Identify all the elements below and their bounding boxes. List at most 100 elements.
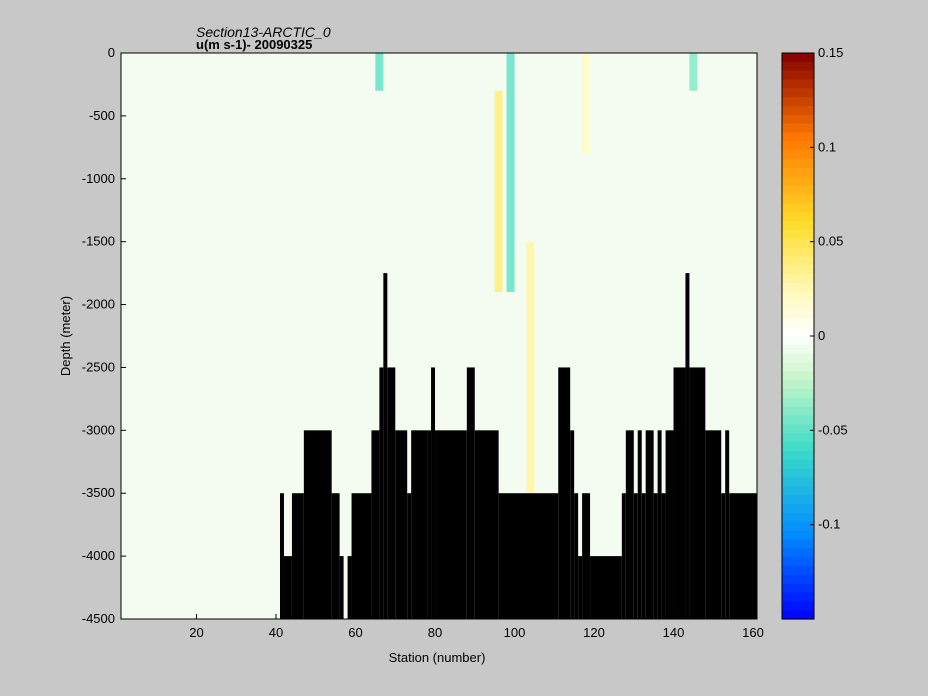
seafloor-block — [633, 493, 638, 619]
seafloor-block — [582, 493, 591, 619]
seafloor-block — [395, 430, 408, 619]
velocity-feature — [582, 53, 591, 154]
x-tick-label: 100 — [504, 625, 526, 640]
colorbar-band — [782, 79, 814, 89]
seafloor-block — [705, 430, 722, 619]
colorbar-band — [782, 539, 814, 549]
x-tick-label: 60 — [348, 625, 362, 640]
y-tick-label: -1000 — [82, 171, 115, 186]
colorbar-band — [782, 548, 814, 558]
seafloor-block — [435, 430, 467, 619]
velocity-feature — [375, 53, 384, 91]
colorbar-band — [782, 274, 814, 284]
colorbar-band — [782, 159, 814, 169]
colorbar-band — [782, 477, 814, 487]
seafloor-block — [411, 430, 428, 619]
colorbar-band — [782, 610, 814, 620]
colorbar-band — [782, 256, 814, 266]
colorbar-band — [782, 132, 814, 143]
colorbar-band — [782, 353, 814, 364]
y-axis-ticks: 0 -500 -1000 -1500 -2000 -2500 -3000 -3500 -4000… — [82, 45, 126, 626]
x-tick-label: 120 — [583, 625, 605, 640]
seafloor-block — [657, 430, 662, 619]
colorbar-band — [782, 176, 814, 187]
colorbar-band — [782, 468, 814, 479]
y-tick-label: -2000 — [82, 297, 115, 312]
seafloor-block — [291, 493, 304, 619]
seafloor-block — [725, 430, 730, 619]
colorbar-tick-label: 0.05 — [818, 234, 843, 249]
seafloor-block — [625, 430, 634, 619]
seafloor-block — [371, 430, 380, 619]
colorbar-band — [782, 362, 814, 372]
seafloor-block — [351, 493, 372, 619]
colorbar-band — [782, 433, 814, 443]
y-tick-label: -3500 — [82, 485, 115, 500]
colorbar-band — [782, 583, 814, 594]
colorbar-band — [782, 97, 814, 107]
seafloor-block — [498, 493, 559, 619]
colorbar-bands — [782, 53, 814, 620]
colorbar-band — [782, 565, 814, 576]
colorbar-band — [782, 221, 814, 231]
colorbar-band — [782, 371, 814, 381]
x-axis-ticks: 20 40 60 80 100 120 140 160 — [189, 614, 764, 640]
colorbar-band — [782, 291, 814, 302]
colorbar-band — [782, 318, 814, 328]
colorbar-band — [782, 574, 814, 585]
colorbar-band — [782, 167, 814, 178]
y-axis-label: Depth (meter) — [58, 296, 73, 376]
seafloor-block — [431, 367, 436, 619]
colorbar-band — [782, 229, 814, 240]
seafloor-block — [685, 273, 690, 619]
colorbar-tick-label: 0 — [818, 328, 825, 343]
colorbar-band — [782, 336, 814, 346]
x-tick-label: 80 — [428, 625, 442, 640]
chart-title: Section13-ARCTIC_0 — [196, 24, 331, 40]
colorbar-tick-label: -0.05 — [818, 422, 848, 437]
colorbar-band — [782, 557, 814, 567]
seafloor-block — [574, 493, 579, 619]
velocity-feature — [689, 53, 698, 91]
y-tick-label: 0 — [108, 45, 115, 60]
plot-frame — [120, 52, 758, 620]
colorbar-band — [782, 114, 814, 125]
colorbar-band — [782, 282, 814, 293]
x-tick-label: 160 — [742, 625, 764, 640]
colorbar-tick-label: 0.1 — [818, 139, 836, 154]
seafloor-block — [379, 367, 384, 619]
x-axis-label: Station (number) — [389, 650, 486, 665]
seafloor-block — [474, 430, 499, 619]
colorbar-band — [782, 212, 814, 222]
seafloor-block — [578, 556, 583, 619]
colorbar-band — [782, 238, 814, 249]
colorbar-band — [782, 450, 814, 461]
seafloor-block — [729, 493, 757, 619]
colorbar-band — [782, 389, 814, 399]
y-tick-label: -2500 — [82, 359, 115, 374]
colorbar-band — [782, 327, 814, 337]
colorbar-band — [782, 106, 814, 116]
seafloor-block — [721, 493, 726, 619]
seafloor-block — [387, 367, 396, 619]
seafloor-block — [621, 493, 626, 619]
x-tick-label: 140 — [663, 625, 685, 640]
seafloor-block — [637, 430, 642, 619]
colorbar-band — [782, 397, 814, 408]
colorbar-band — [782, 344, 814, 355]
colorbar-band — [782, 247, 814, 258]
seafloor-block — [689, 367, 706, 619]
seafloor-block — [661, 493, 666, 619]
colorbar-tick-label: 0.15 — [818, 45, 843, 60]
chart-subtitle: u(m s-1)- 20090325 — [196, 37, 312, 52]
colorbar-band — [782, 406, 814, 417]
seafloor-block — [673, 367, 686, 619]
seafloor-block — [280, 493, 284, 619]
colorbar-band — [782, 185, 814, 196]
x-tick-label: 40 — [269, 625, 283, 640]
seafloor-block — [641, 493, 646, 619]
colorbar-band — [782, 442, 814, 452]
colorbar-band — [782, 592, 814, 602]
colorbar-band — [782, 424, 814, 434]
